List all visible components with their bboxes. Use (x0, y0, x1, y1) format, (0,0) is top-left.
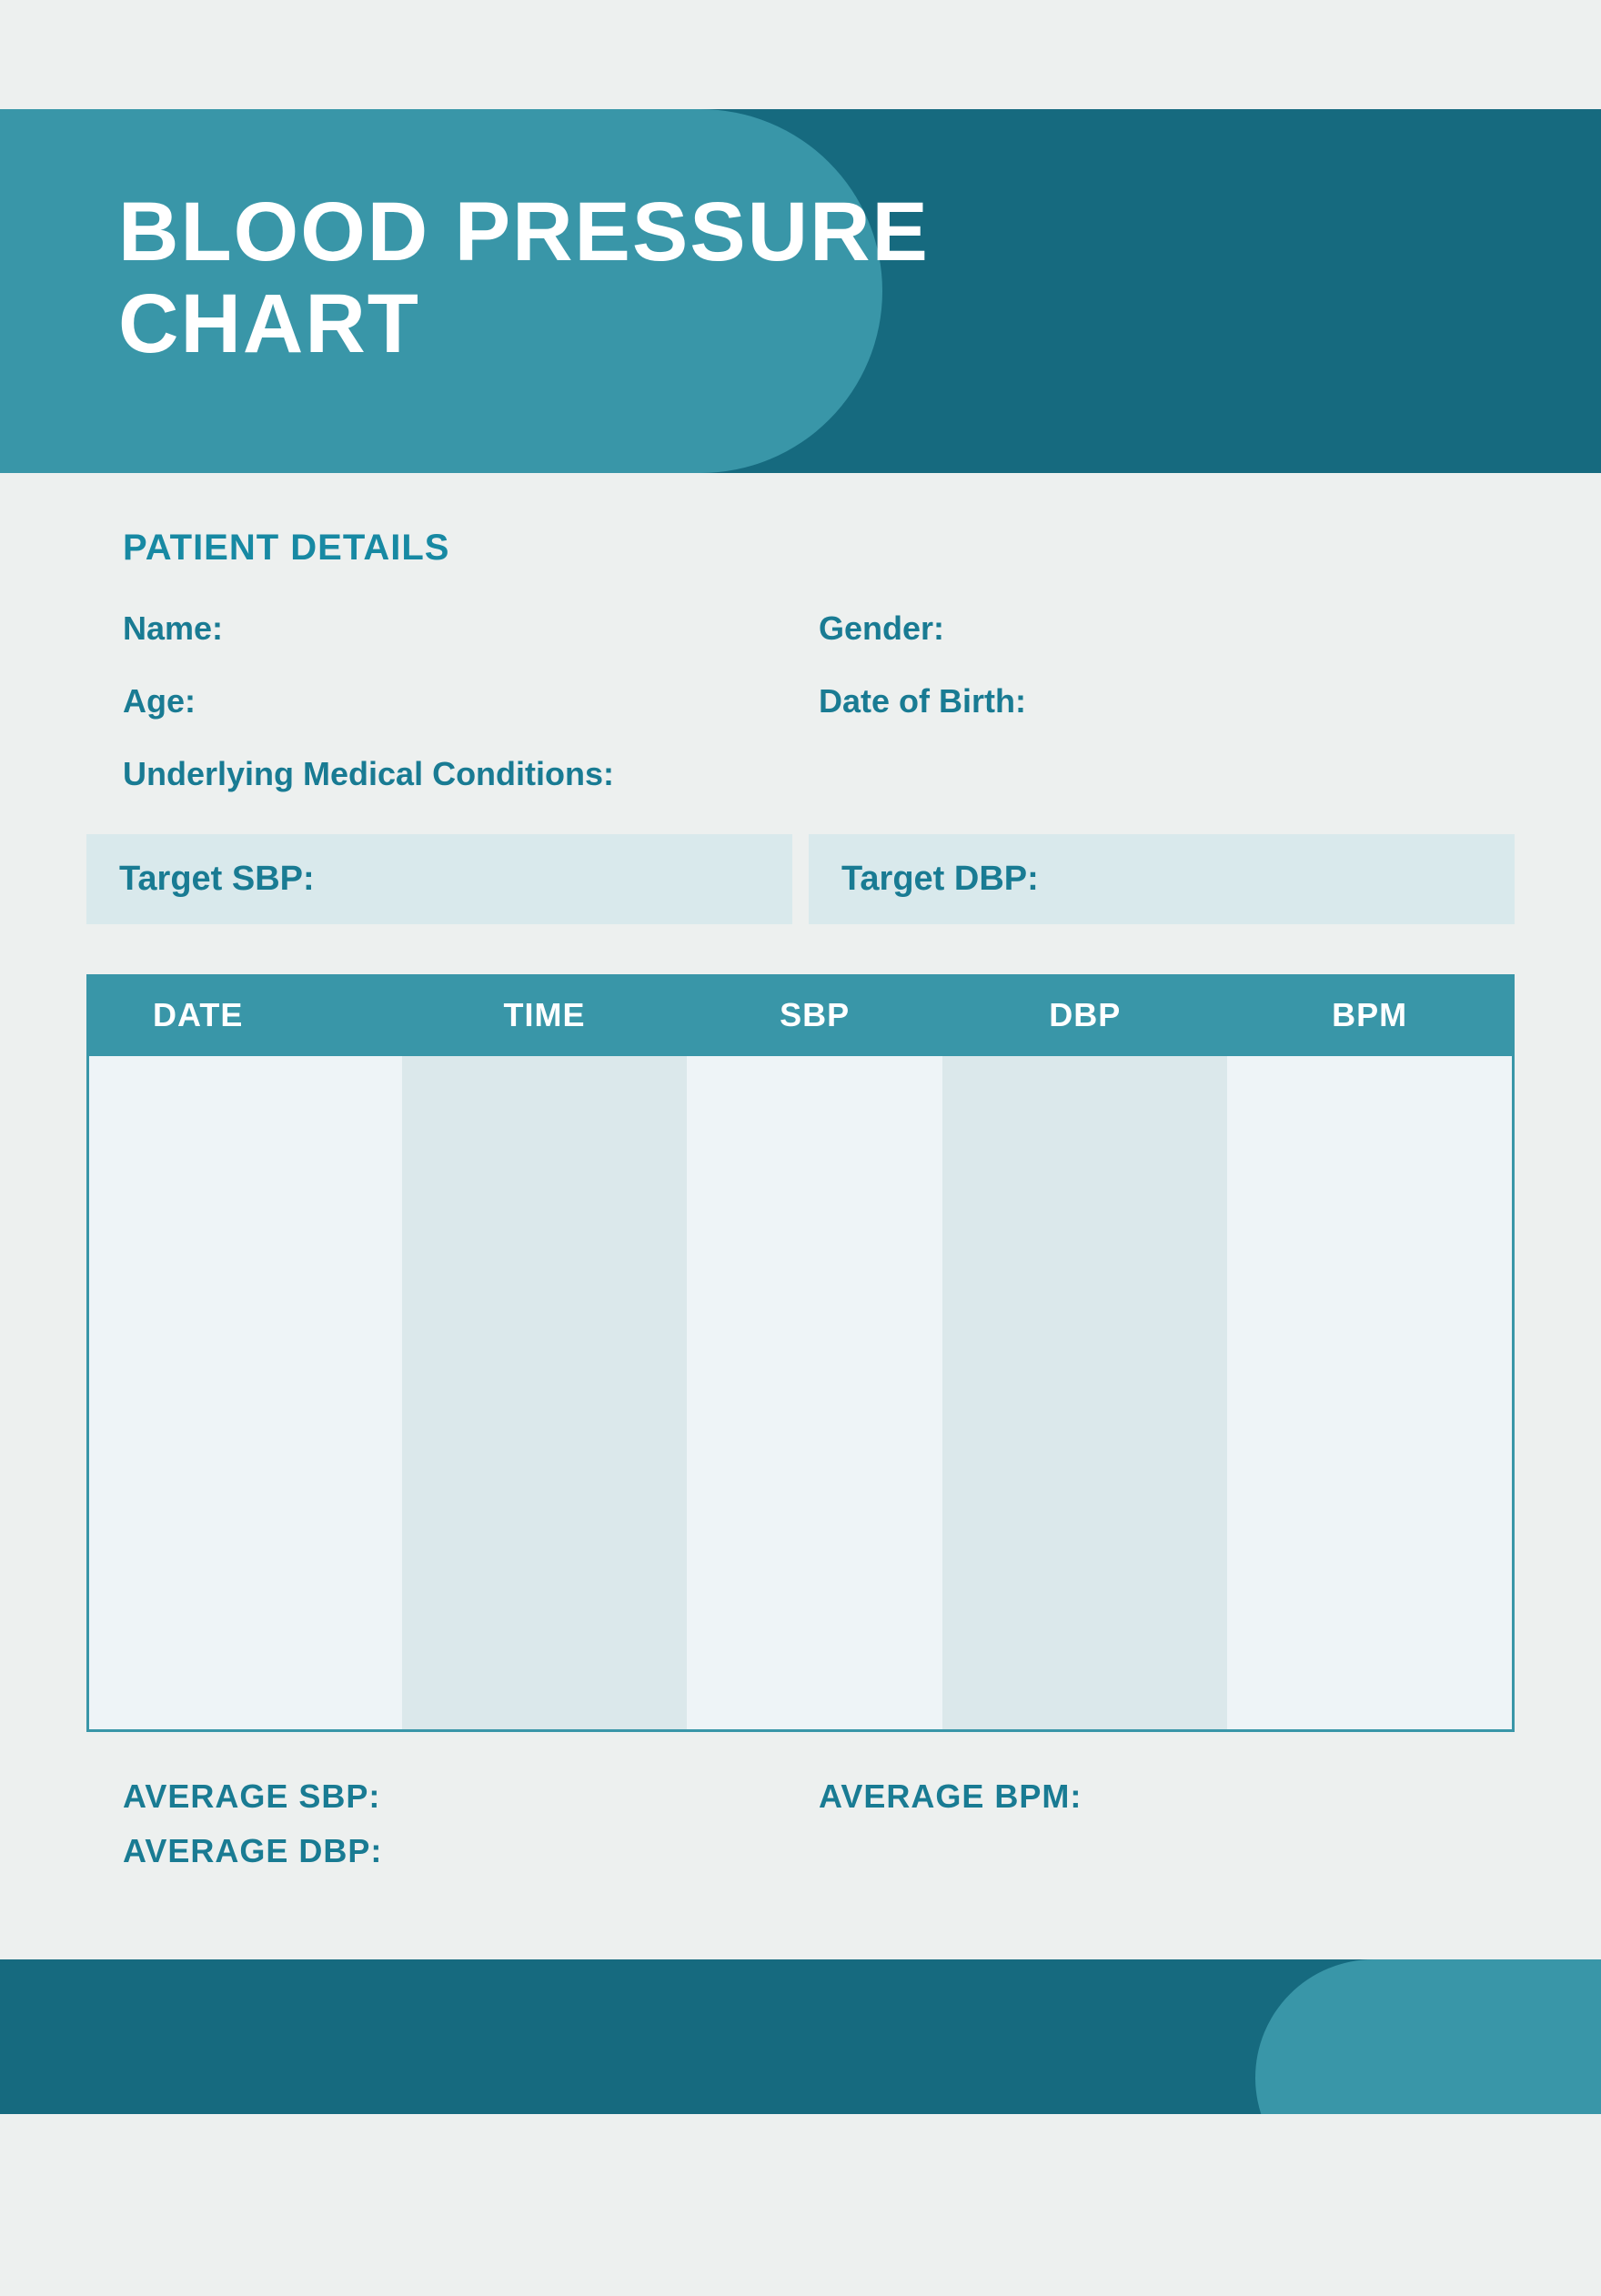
table-header-row: DATE TIME SBP DBP BPM (89, 974, 1512, 1056)
avg-bpm-label: AVERAGE BPM: (819, 1777, 1515, 1816)
avg-sbp-label: AVERAGE SBP: (123, 1777, 819, 1816)
target-sbp-label: Target SBP: (119, 860, 315, 898)
details-row-1: Name: Gender: (123, 609, 1515, 648)
page-title: BLOOD PRESSURE CHART (0, 109, 1001, 370)
page-container: BLOOD PRESSURE CHART PATIENT DETAILS Nam… (0, 109, 1601, 2296)
table-col-date (89, 1056, 402, 1729)
th-date: DATE (89, 996, 402, 1034)
conditions-label: Underlying Medical Conditions: (123, 755, 1515, 793)
footer-banner (0, 1959, 1601, 2114)
table-body (89, 1056, 1512, 1729)
table-col-dbp (942, 1056, 1227, 1729)
dob-label: Date of Birth: (819, 682, 1515, 720)
patient-details-grid: Name: Gender: Age: Date of Birth: Underl… (123, 609, 1515, 793)
bp-table: DATE TIME SBP DBP BPM (86, 974, 1515, 1732)
th-bpm: BPM (1227, 996, 1512, 1034)
table-col-sbp (687, 1056, 943, 1729)
table-col-bpm (1227, 1056, 1512, 1729)
content-area: PATIENT DETAILS Name: Gender: Age: Date … (0, 473, 1601, 1887)
header-banner: BLOOD PRESSURE CHART (0, 109, 1601, 473)
target-dbp-label: Target DBP: (841, 860, 1039, 898)
gender-label: Gender: (819, 609, 1515, 648)
averages-left: AVERAGE SBP: AVERAGE DBP: (123, 1777, 819, 1887)
averages-right: AVERAGE BPM: (819, 1777, 1515, 1887)
th-dbp: DBP (942, 996, 1227, 1034)
bottom-padding (0, 2114, 1601, 2296)
th-time: TIME (402, 996, 687, 1034)
avg-dbp-label: AVERAGE DBP: (123, 1832, 819, 1870)
details-row-2: Age: Date of Birth: (123, 682, 1515, 720)
table-col-time (402, 1056, 687, 1729)
averages-section: AVERAGE SBP: AVERAGE DBP: AVERAGE BPM: (123, 1777, 1515, 1887)
target-dbp-box: Target DBP: (809, 834, 1515, 924)
patient-details-heading: PATIENT DETAILS (123, 528, 1515, 569)
name-label: Name: (123, 609, 819, 648)
details-row-3: Underlying Medical Conditions: (123, 755, 1515, 793)
age-label: Age: (123, 682, 819, 720)
targets-row: Target SBP: Target DBP: (86, 834, 1515, 924)
target-sbp-box: Target SBP: (86, 834, 792, 924)
th-sbp: SBP (687, 996, 943, 1034)
footer-overlay-shape (1255, 1959, 1601, 2114)
